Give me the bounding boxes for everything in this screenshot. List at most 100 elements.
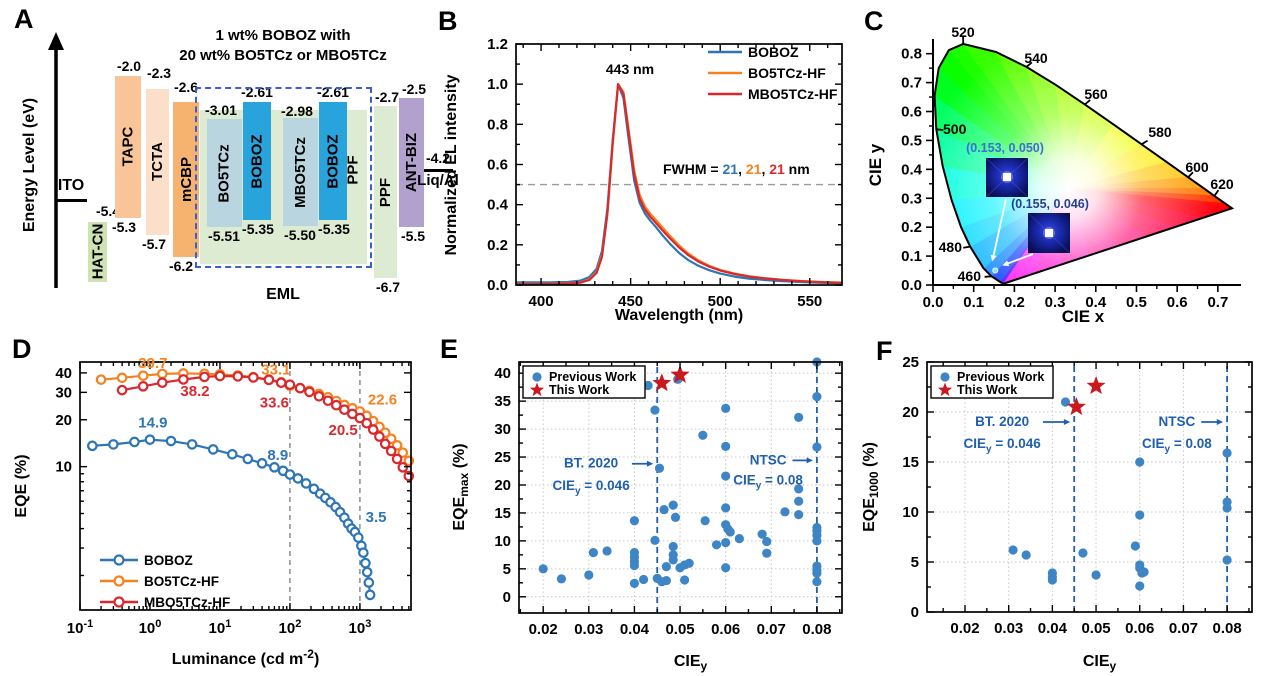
eml-title-line1: 1 wt% BOBOZ with bbox=[215, 27, 351, 44]
legend-label-MBO5TCz-HF: MBO5TCz-HF bbox=[748, 86, 838, 102]
svg-text:25: 25 bbox=[902, 354, 919, 371]
wavelength-label-620: 620 bbox=[1210, 176, 1234, 192]
svg-text:1.0: 1.0 bbox=[487, 76, 508, 93]
svg-text:10: 10 bbox=[494, 533, 511, 550]
svg-text:30: 30 bbox=[494, 421, 511, 438]
svg-text:10: 10 bbox=[902, 504, 919, 521]
svg-text:0.0: 0.0 bbox=[487, 277, 508, 294]
device-photo-inset-2 bbox=[1027, 212, 1071, 254]
svg-text:0.8: 0.8 bbox=[487, 116, 508, 133]
svg-text:0.4: 0.4 bbox=[901, 161, 923, 178]
svg-text:0.08: 0.08 bbox=[1212, 620, 1241, 637]
plot-frame bbox=[926, 361, 1253, 613]
wavelength-label-520: 520 bbox=[951, 24, 975, 40]
energy-value-label: -5.4 bbox=[95, 203, 121, 219]
svg-text:101: 101 bbox=[209, 618, 232, 637]
panel-f-eqe1000-ciey-scatter: 0.02 0.03 0.04 0.05 0.06 0.07 0.08 0 5 10 15 20 25 CI… bbox=[861, 354, 1253, 673]
panel-d-eqe-luminance-chart: 10-1 100 101 102 103 10 20 30 40 Luminance (cd m-… bbox=[13, 355, 415, 668]
energy-value-label: -2.3 bbox=[146, 65, 172, 81]
eqe-value-annotation: 22.6 bbox=[368, 392, 397, 409]
legend-label-this-work: This Work bbox=[549, 383, 609, 397]
standard-ciey-annotation: CIEy = 0.08 bbox=[733, 473, 803, 492]
liqal-level-value: -4.2 bbox=[425, 150, 451, 166]
el-emission-cie-point bbox=[992, 267, 999, 274]
svg-text:103: 103 bbox=[349, 618, 372, 637]
y-axis-title: Normalized EL intensity bbox=[443, 74, 460, 255]
x-axis-title: CIEy bbox=[674, 653, 708, 673]
svg-text:0.06: 0.06 bbox=[1125, 620, 1154, 637]
svg-text:1.2: 1.2 bbox=[487, 36, 508, 53]
legend-label-previous-work: Previous Work bbox=[957, 370, 1044, 384]
ito-level-line bbox=[57, 199, 87, 202]
energy-value-label: -5.51 bbox=[208, 228, 240, 244]
svg-text:0.04: 0.04 bbox=[1038, 620, 1068, 637]
axis-ticks bbox=[927, 361, 1252, 613]
energy-value-label: -5.5 bbox=[400, 228, 426, 244]
layer-label-hatcn: HAT-CN bbox=[89, 224, 107, 280]
standard-annotation: NTSC bbox=[750, 452, 787, 467]
layer-boboz1: BOBOZ bbox=[243, 102, 271, 221]
legend-label-previous-work: Previous Work bbox=[549, 370, 636, 384]
energy-value-label: -5.50 bbox=[284, 227, 316, 243]
svg-text:0.07: 0.07 bbox=[1169, 620, 1198, 637]
ito-label: ITO bbox=[57, 177, 85, 194]
this-work-star-marker bbox=[1066, 397, 1086, 416]
svg-text:25: 25 bbox=[494, 449, 511, 466]
svg-text:15: 15 bbox=[494, 505, 511, 522]
eqe-value-annotation: 39.7 bbox=[138, 355, 167, 372]
previous-work-points bbox=[1008, 397, 1232, 591]
layer-tcta: TCTA bbox=[146, 88, 169, 236]
y-axis-title: EQE1000 (%) bbox=[861, 442, 881, 532]
svg-text:0.8: 0.8 bbox=[901, 46, 922, 63]
svg-text:35: 35 bbox=[494, 393, 511, 410]
legend-label-MBO5TCz-HF: MBO5TCz-HF bbox=[144, 595, 230, 610]
eqe-value-annotation: 33.1 bbox=[261, 362, 290, 379]
svg-text:0.2: 0.2 bbox=[1004, 294, 1025, 311]
legend-label-BO5TCz-HF: BO5TCz-HF bbox=[748, 65, 826, 81]
svg-text:0.5: 0.5 bbox=[1126, 294, 1147, 311]
wavelength-label-580: 580 bbox=[1148, 124, 1172, 140]
x-axis-title: CIEy bbox=[1083, 653, 1117, 673]
legend-label-BOBOZ: BOBOZ bbox=[748, 44, 799, 60]
svg-text:0.3: 0.3 bbox=[1045, 294, 1066, 311]
svg-text:15: 15 bbox=[902, 454, 919, 471]
svg-text:10-1: 10-1 bbox=[67, 618, 93, 637]
liqal-level-line bbox=[424, 169, 453, 172]
svg-text:0.02: 0.02 bbox=[950, 620, 979, 637]
wavelength-label-460: 460 bbox=[958, 268, 982, 284]
axis-ticks bbox=[79, 362, 411, 610]
svg-text:40: 40 bbox=[55, 365, 72, 382]
peak-wavelength-label: 443 nm bbox=[606, 61, 654, 77]
svg-text:0.06: 0.06 bbox=[711, 621, 740, 638]
panel-e-letter: E bbox=[440, 334, 459, 364]
eml-label: EML bbox=[266, 286, 300, 303]
wavelength-label-480: 480 bbox=[939, 239, 963, 255]
standard-ciey-annotation: CIEy = 0.08 bbox=[1142, 436, 1212, 455]
energy-value-label: -6.7 bbox=[375, 279, 401, 295]
svg-text:102: 102 bbox=[279, 618, 302, 637]
layer-antbiz: ANT-BIZ bbox=[399, 97, 424, 227]
svg-text:0.2: 0.2 bbox=[487, 237, 508, 254]
legend-label-BO5TCz-HF: BO5TCz-HF bbox=[144, 574, 219, 589]
layer-mbo5tcz: MBO5TCz bbox=[283, 118, 318, 227]
eqe-value-annotation: 3.5 bbox=[366, 509, 387, 526]
gridlines bbox=[927, 361, 1252, 613]
eqe-value-annotation: 8.9 bbox=[267, 447, 288, 464]
x-axis-title: CIE x bbox=[1062, 307, 1105, 326]
layer-label-ppf: PPF bbox=[377, 177, 394, 207]
svg-text:0.4: 0.4 bbox=[487, 197, 509, 214]
svg-text:0.1: 0.1 bbox=[901, 248, 922, 265]
this-work-star-marker bbox=[652, 373, 672, 392]
svg-text:5: 5 bbox=[503, 561, 511, 578]
energy-value-label: -2.0 bbox=[116, 58, 142, 74]
panel-b-letter: B bbox=[438, 6, 458, 36]
layer-boboz2: BOBOZ bbox=[319, 102, 347, 221]
layer-tapc: TAPC bbox=[115, 76, 141, 218]
svg-text:550: 550 bbox=[797, 293, 822, 310]
svg-text:0.05: 0.05 bbox=[1081, 620, 1110, 637]
fwhm-annotation: FWHM = 21, 21, 21 nm bbox=[663, 161, 810, 177]
svg-text:0.6: 0.6 bbox=[487, 157, 508, 174]
eqe-value-annotation: 20.5 bbox=[328, 422, 357, 439]
y-axis-title: CIE y bbox=[866, 143, 885, 186]
